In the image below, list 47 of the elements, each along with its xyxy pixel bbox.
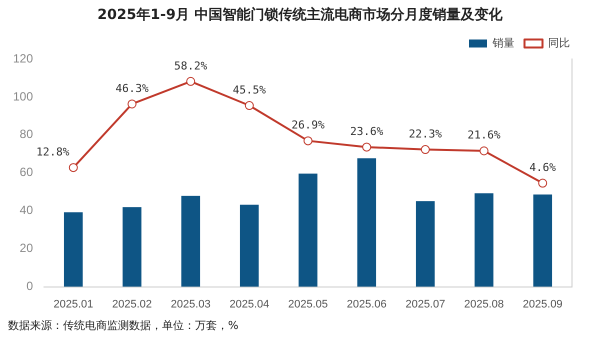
y-tick-label: 0 — [26, 279, 34, 294]
legend-label: 同比 — [548, 36, 570, 50]
data-label: 58.2% — [174, 59, 208, 72]
point — [480, 146, 489, 156]
y-tick-label: 60 — [20, 165, 34, 180]
data-label: 46.3% — [115, 82, 149, 95]
data-label: 23.6% — [350, 124, 384, 138]
y-tick-label: 20 — [20, 241, 34, 256]
x-tick-label: 2025.03 — [170, 298, 211, 310]
data-label: 21.6% — [467, 128, 501, 142]
x-tick-label: 2025.08 — [464, 298, 504, 310]
legend-label: 销量 — [492, 38, 514, 50]
point — [362, 142, 372, 152]
y-tick-label: 120 — [12, 51, 34, 66]
data-label: 26.9% — [291, 118, 325, 132]
bar — [64, 212, 83, 287]
data-label: 22.3% — [408, 127, 442, 140]
data-label: 45.5% — [232, 83, 266, 96]
point — [538, 178, 548, 188]
chart-title: 2025年1-9月 中国智能门锁传统主流电商市场分月度销量及变化 — [96, 6, 504, 24]
x-tick-label: 2025.01 — [53, 298, 94, 310]
y-tick-label: 40 — [20, 203, 34, 218]
y-tick-label: 100 — [12, 89, 34, 104]
x-tick-label: 2025.05 — [288, 298, 328, 310]
source-note: 数据来源：传统电商监测数据，单位：万套，% — [8, 318, 238, 333]
bar — [240, 204, 259, 287]
bar — [416, 201, 435, 287]
data-label: 12.8% — [36, 145, 70, 158]
data-label: 4.6% — [529, 161, 556, 174]
point — [244, 101, 254, 110]
x-tick-label: 2025.09 — [522, 298, 563, 310]
point — [68, 163, 78, 172]
x-tick-label: 2025.04 — [229, 298, 270, 310]
x-tick-label: 2025.02 — [112, 298, 152, 310]
point — [420, 145, 430, 154]
bar — [181, 196, 200, 287]
bar — [474, 193, 494, 287]
bar — [122, 207, 142, 287]
x-tick-label: 2025.06 — [346, 298, 387, 310]
bar — [298, 174, 318, 287]
y-tick-label: 80 — [20, 127, 34, 142]
point — [186, 76, 196, 86]
point — [304, 136, 313, 146]
bar — [357, 158, 376, 287]
x-tick-label: 2025.07 — [405, 298, 446, 310]
point — [128, 99, 137, 108]
bar — [533, 194, 552, 287]
